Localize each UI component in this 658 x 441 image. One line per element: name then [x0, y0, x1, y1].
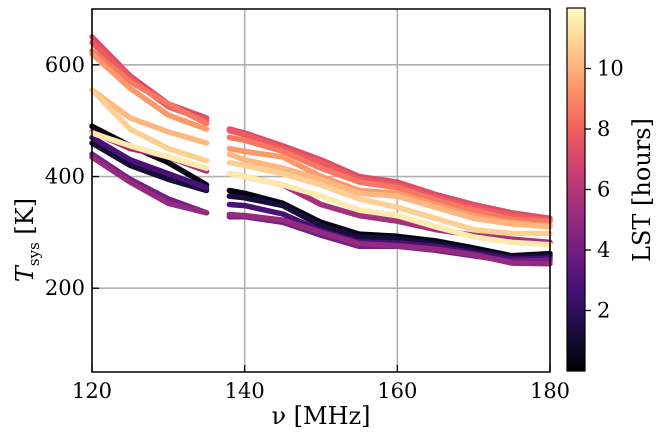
y-axis-label-symbol: T [11, 264, 39, 282]
series-line-8 [226, 134, 553, 224]
plot-frame [91, 8, 551, 373]
x-axis-label: ν [MHz] [271, 402, 370, 430]
series-line-12 [226, 170, 553, 248]
colorbar-tick-label: 8 [597, 117, 610, 141]
y-tick-label: 200 [45, 276, 85, 300]
data-series [89, 34, 553, 267]
series-line-11 [89, 87, 210, 164]
colorbar-tick-label: 10 [597, 57, 624, 81]
grid [91, 9, 551, 372]
series-line-10 [226, 151, 553, 230]
series-line-11 [226, 159, 553, 237]
series-line-2 [89, 134, 210, 191]
y-axis-label-unit: [K] [11, 198, 39, 235]
colorbar-ticks: 2 4 6 8 10 [585, 57, 624, 323]
x-tick-label: 160 [377, 379, 417, 403]
x-axis-ticks: 120 140 160 180 [72, 365, 570, 403]
series-line-4 [226, 211, 553, 267]
x-tick-label: 140 [225, 379, 265, 403]
series-line-4 [89, 154, 210, 216]
y-tick-label: 400 [45, 165, 85, 189]
series-line-9 [89, 50, 210, 132]
y-axis-label-subscript: sys [25, 242, 43, 266]
y-axis-label: Tsys [K] [11, 198, 43, 282]
colorbar-tick-label: 4 [597, 238, 610, 262]
colorbar [566, 7, 586, 372]
series-line-8 [89, 48, 210, 127]
x-tick-label: 120 [72, 379, 112, 403]
series-line-10 [89, 87, 210, 146]
series-line-7 [226, 127, 553, 223]
svg-text:Tsys [K]: Tsys [K] [11, 198, 43, 282]
y-axis-ticks: 200 400 600 [45, 53, 99, 300]
y-tick-label: 600 [45, 53, 85, 77]
colorbar-label: LST [hours] [628, 118, 656, 262]
x-tick-label: 180 [530, 379, 570, 403]
series-line-1 [89, 140, 210, 194]
series-line-12 [89, 130, 210, 171]
colorbar-tick-label: 2 [597, 299, 610, 323]
colorbar-tick-label: 6 [597, 178, 610, 202]
